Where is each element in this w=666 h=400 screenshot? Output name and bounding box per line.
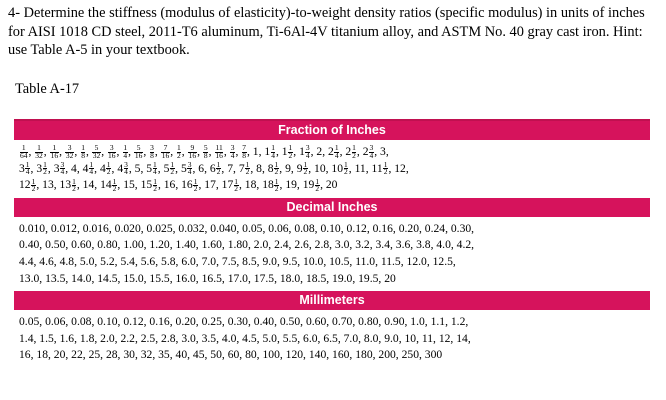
millimeter-row: 16, 18, 20, 22, 25, 28, 30, 32, 35, 40, … — [19, 348, 443, 362]
fraction-value: 19 — [285, 178, 297, 192]
fraction-value: 1 32 — [34, 144, 44, 160]
decimal-row: 0.40, 0.50, 0.60, 0.80, 1.00, 1.20, 1.40… — [19, 238, 475, 252]
decimal-row: 4.4, 4.6, 4.8, 5.0, 5.2, 5.4, 5.6, 5.8, … — [19, 254, 456, 268]
fraction-value: 15 — [123, 178, 135, 192]
fraction-value: 19 1 2 — [302, 177, 320, 194]
fraction-value: 1 64 — [19, 144, 28, 160]
decimal-header: Decimal Inches — [14, 197, 650, 217]
fraction-value: 1 — [252, 145, 259, 158]
fraction-value: 13 — [42, 178, 54, 192]
fraction-value: 20 — [325, 178, 338, 192]
fraction-value: 3 32 — [65, 144, 74, 160]
millimeter-row: 1.4, 1.5, 1.6, 1.8, 2.0, 2.2, 2.5, 2.8, … — [19, 331, 471, 345]
fraction-value: 14 — [82, 178, 95, 192]
fraction-row: 12 1 2, 13, 13 1 2, 14, 14 1 2, 15, 15 1 2, 16, … — [19, 177, 338, 194]
fraction-value: 5 32 — [92, 144, 101, 160]
fraction-value: 7 16 — [161, 144, 170, 160]
fraction-value: 16 1 2 — [181, 177, 198, 194]
fraction-value: 8 — [256, 161, 262, 175]
preferred-sizes-table: Fraction of Inches 1 64, 1 32, 1 16, 3 32, 1… — [14, 119, 650, 368]
fraction-value: 10 — [314, 161, 326, 175]
fraction-value: 18 1 2 — [262, 177, 280, 194]
fraction-value: 11 16 — [214, 144, 224, 160]
decimal-rows: 0.010, 0.012, 0.016, 0.020, 0.025, 0.032… — [14, 217, 650, 291]
fraction-value: 7 — [227, 161, 234, 175]
fraction-value: 18 — [244, 178, 257, 192]
fraction-value: 15 1 2 — [140, 177, 158, 194]
fraction-value: 9 16 — [188, 144, 197, 160]
fraction-value: 3 — [380, 145, 386, 158]
table-label: Table A-17 — [15, 81, 80, 97]
fraction-value: 5 — [134, 161, 141, 175]
fraction-value: 17 1 2 — [221, 177, 239, 194]
fraction-header: Fraction of Inches — [14, 119, 650, 140]
fraction-value: 3 16 — [107, 144, 117, 160]
fraction-value: 4 — [71, 161, 77, 175]
fraction-value: 16 — [163, 178, 176, 192]
fraction-value: 2 — [316, 145, 323, 158]
millimeter-rows: 0.05, 0.06, 0.08, 0.10, 0.12, 0.16, 0.20… — [14, 310, 650, 368]
fraction-value: 17 — [204, 178, 216, 192]
fraction-value: 12 1 2 — [19, 177, 36, 194]
fraction-value: 11 1 2 — [371, 160, 388, 177]
fraction-value: 13 1 2 — [59, 177, 77, 194]
fraction-value: 9 — [285, 161, 291, 175]
fraction-value: 12 — [394, 161, 406, 175]
decimal-row: 0.010, 0.012, 0.016, 0.020, 0.025, 0.032… — [19, 221, 475, 235]
fraction-value: 1 16 — [50, 144, 59, 160]
question-text: 4- Determine the stiffness (modulus of e… — [8, 5, 645, 58]
fraction-value: 10 1 2 — [331, 160, 349, 177]
fraction-value: 11 — [354, 161, 366, 175]
decimal-row: 13.0, 13.5, 14.0, 14.5, 15.0, 15.5, 16.0… — [19, 271, 396, 285]
fraction-value: 14 1 2 — [100, 177, 117, 194]
fraction-value: 6 — [198, 161, 205, 175]
millimeters-header: Millimeters — [14, 291, 650, 311]
fraction-value: 5 16 — [134, 144, 143, 160]
millimeter-row: 0.05, 0.06, 0.08, 0.10, 0.12, 0.16, 0.20… — [19, 315, 469, 329]
